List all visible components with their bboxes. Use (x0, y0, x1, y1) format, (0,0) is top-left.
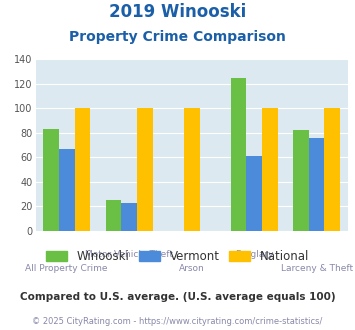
Text: Arson: Arson (179, 264, 204, 273)
Bar (246, 156, 262, 231)
Bar (324, 109, 340, 231)
Text: 2019 Winooski: 2019 Winooski (109, 3, 246, 21)
Text: Larceny & Theft: Larceny & Theft (280, 264, 353, 273)
Bar (106, 200, 121, 231)
Text: Compared to U.S. average. (U.S. average equals 100): Compared to U.S. average. (U.S. average … (20, 292, 335, 302)
Bar (137, 109, 153, 231)
Bar (75, 109, 90, 231)
Bar (184, 109, 200, 231)
Bar (231, 78, 246, 231)
Bar (59, 149, 75, 231)
Text: © 2025 CityRating.com - https://www.cityrating.com/crime-statistics/: © 2025 CityRating.com - https://www.city… (32, 317, 323, 326)
Text: Property Crime Comparison: Property Crime Comparison (69, 30, 286, 44)
Text: All Property Crime: All Property Crime (26, 264, 108, 273)
Legend: Winooski, Vermont, National: Winooski, Vermont, National (42, 246, 313, 266)
Bar (43, 129, 59, 231)
Text: Motor Vehicle Theft: Motor Vehicle Theft (85, 250, 173, 259)
Text: Burglary: Burglary (235, 250, 273, 259)
Bar (293, 130, 309, 231)
Bar (309, 138, 324, 231)
Bar (121, 203, 137, 231)
Bar (262, 109, 278, 231)
